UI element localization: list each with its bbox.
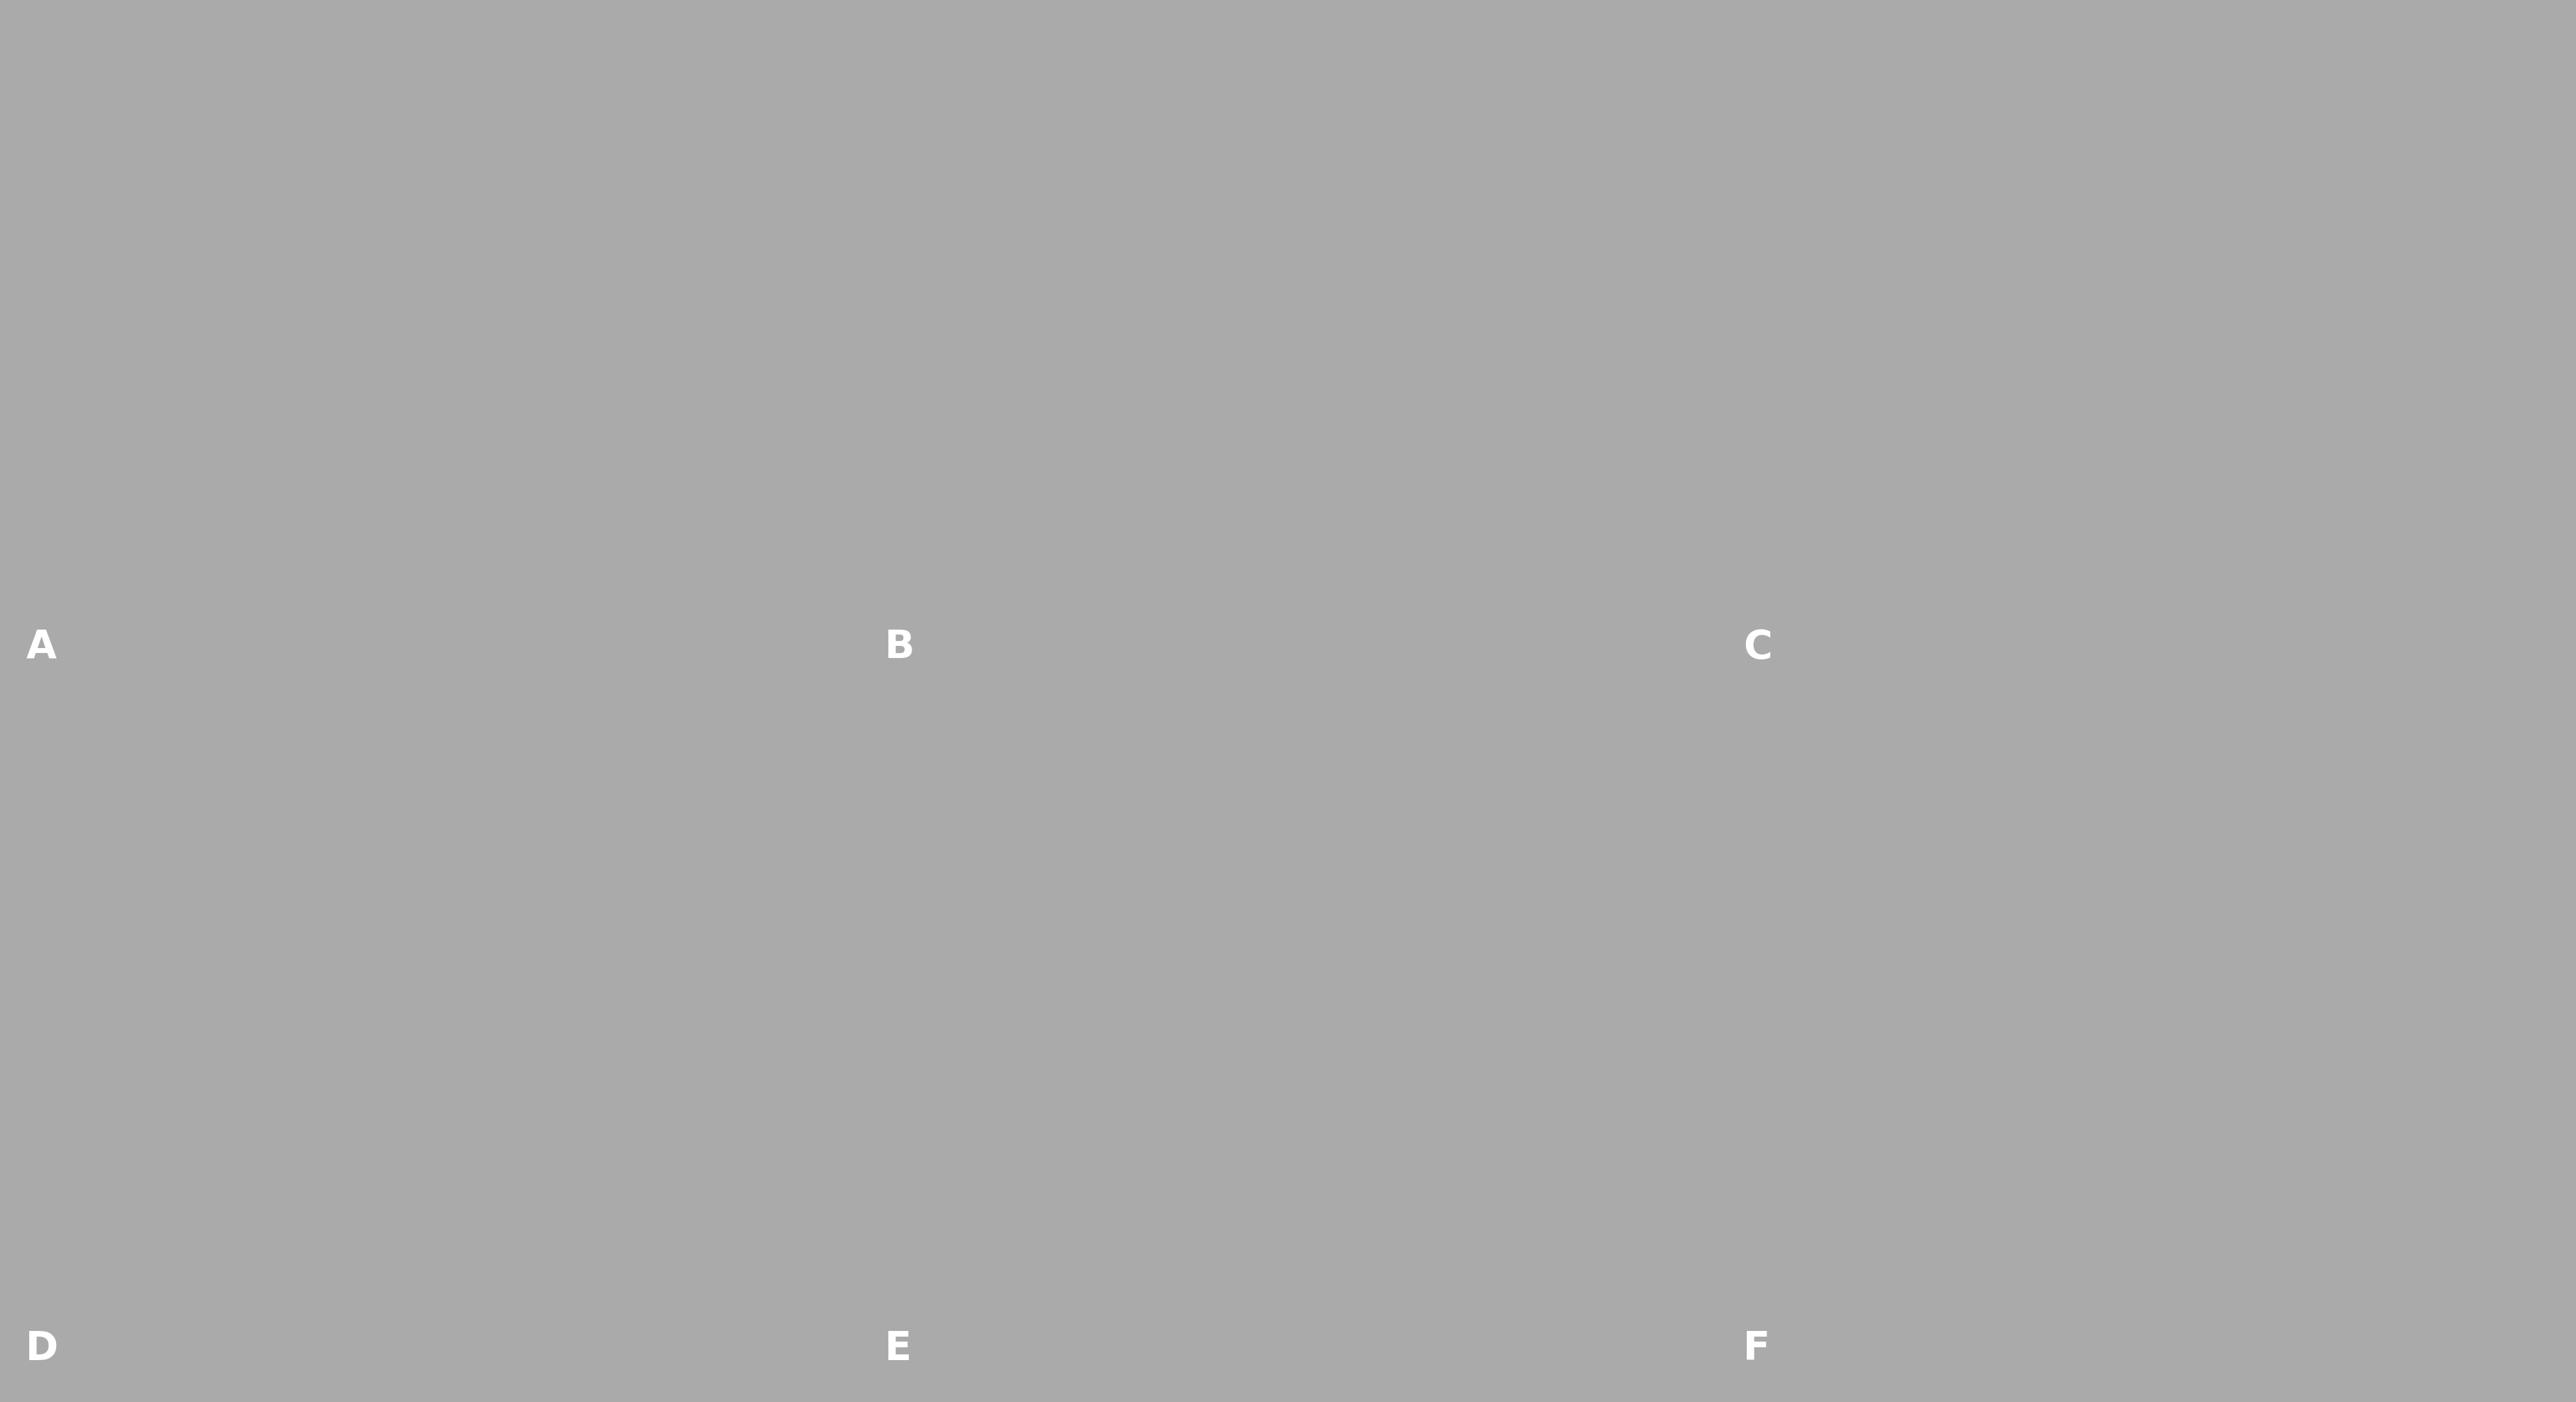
- Text: B: B: [884, 628, 914, 666]
- Text: C: C: [1744, 628, 1772, 666]
- Text: D: D: [26, 1329, 59, 1367]
- Text: F: F: [1744, 1329, 1770, 1367]
- Text: E: E: [884, 1329, 912, 1367]
- Text: A: A: [26, 628, 57, 666]
